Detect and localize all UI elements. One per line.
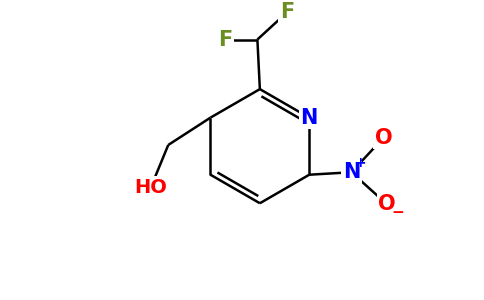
Text: HO: HO bbox=[135, 178, 167, 196]
Text: −: − bbox=[392, 206, 405, 220]
Text: O: O bbox=[378, 194, 396, 214]
Text: F: F bbox=[218, 29, 232, 50]
Text: N: N bbox=[343, 162, 360, 182]
Text: O: O bbox=[375, 128, 393, 148]
Text: +: + bbox=[355, 156, 366, 170]
Text: F: F bbox=[280, 2, 294, 22]
Text: N: N bbox=[301, 108, 318, 128]
